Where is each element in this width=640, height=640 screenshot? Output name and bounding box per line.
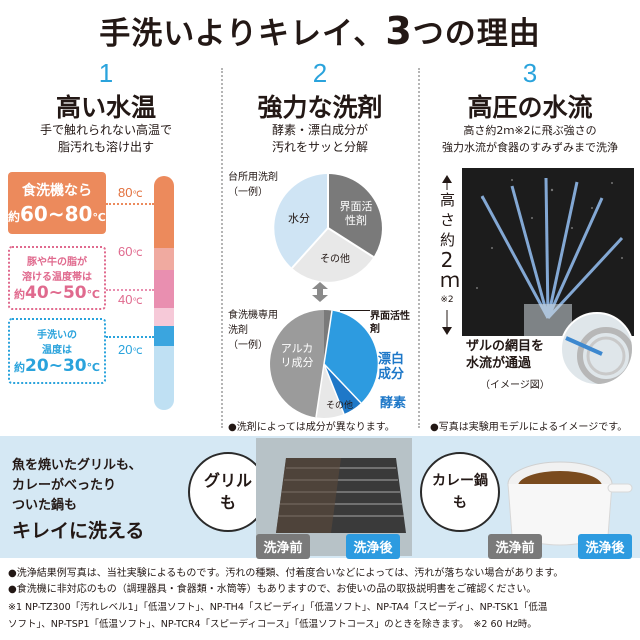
- footnote-3: ※1 NP-TZ300「汚れレベル1」「低温ソフト」、NP-TH4「スピーディ」…: [8, 602, 548, 613]
- water-jet-photo: [462, 168, 634, 336]
- result-text: 魚を焼いたグリルも、 カレーがべったり ついた鍋も: [12, 458, 142, 513]
- curry-after-tag: 洗浄後: [578, 534, 632, 559]
- reason-heading-3: 高圧の水流: [467, 93, 593, 122]
- reason-desc-3a: 高さ約2ｍ※2に飛ぶ強さの: [463, 124, 597, 137]
- pie2-slice-bleach: [324, 310, 378, 403]
- title-text-pre: 手洗いよりキレイ、: [99, 16, 386, 52]
- tick-40: 40℃: [118, 292, 143, 307]
- temp-bar-fat: [154, 270, 174, 308]
- detergent-note: ●洗剤によっては成分が異なります。: [228, 422, 395, 433]
- photo-note: ●写真は実験用モデルによるイメージです。: [430, 422, 628, 433]
- dish-pointer: [106, 203, 154, 205]
- pie2-slice-alkali: [270, 310, 324, 418]
- grill-circle: グリルも: [188, 452, 268, 532]
- reason-desc-2b: 汚れをサッと分解: [271, 140, 368, 154]
- fat-pointer: [106, 289, 154, 291]
- pie2-label-surfactant: 界面活性剤: [370, 311, 410, 335]
- curry-pot-photo: [490, 444, 636, 554]
- zaru-caption: ザルの網目を 水流が通過: [466, 339, 545, 371]
- pie1-label-surfactant: 界面活性剤: [339, 200, 373, 227]
- column-divider: [221, 68, 223, 428]
- temp-bar-mild: [154, 308, 174, 326]
- pie2-label-other: その他: [326, 401, 354, 411]
- column-divider: [418, 68, 420, 428]
- reason-number-2: 2: [312, 58, 328, 88]
- page-title: 手洗いよりキレイ、3つの理由: [0, 8, 640, 53]
- handwash-temp-box: 手洗いの 温度は 約20~30℃: [8, 318, 106, 384]
- temp-bar-hot: [154, 176, 174, 248]
- pie1-label-other: その他: [320, 254, 350, 265]
- grill-after-tag: 洗浄後: [346, 534, 400, 559]
- title-text-post: つの理由: [412, 16, 541, 52]
- pie1-label-water: 水分: [288, 212, 310, 225]
- reason-heading-1: 高い水温: [55, 93, 156, 122]
- footnote-1: ●洗浄結果例写真は、当社実験によるものです。汚れの種類、付着度合いなどによっては…: [8, 568, 564, 579]
- pie2-slice-other: [316, 364, 344, 418]
- temp-bar-warm: [154, 248, 174, 270]
- result-headline: キレイに洗える: [12, 520, 145, 542]
- tick-20: 20℃: [118, 342, 143, 357]
- reason-number-3: 3: [522, 58, 538, 88]
- reason-desc-3b: 強力水流が食器のすみずみまで洗浄: [442, 141, 618, 154]
- grill-before-tag: 洗浄前: [256, 534, 310, 559]
- pie1-label: 台所用洗剤 （一例）: [228, 172, 278, 198]
- tick-60: 60℃: [118, 244, 143, 259]
- fat-temp-box: 豚や牛の脂が 溶ける温度帯は 約40~50℃: [8, 246, 106, 310]
- height-label: 高さ約 2 ｍ ※2: [440, 190, 460, 310]
- dishwasher-temp-box: 食洗機なら 約60~80℃※1: [8, 172, 117, 234]
- pie2-leader-surfactant: [340, 310, 370, 311]
- curry-before-tag: 洗浄前: [488, 534, 542, 559]
- zaru-mesh-image: [560, 312, 634, 386]
- tick-80: 80℃: [118, 185, 143, 200]
- pie2-label-enzyme: 酵素: [380, 396, 407, 411]
- dishwasher-detergent-pie: [270, 310, 378, 418]
- pie2-slice-enzyme: [324, 364, 361, 414]
- pie2-label-bleach: 漂白成分: [378, 352, 405, 382]
- reason-desc-1b: 脂汚れも溶け出す: [57, 140, 154, 154]
- reason-desc-2a: 酵素・漂白成分が: [271, 123, 368, 137]
- reason-desc-1a: 手で触れられない高温で: [39, 123, 172, 137]
- hand-pointer: [106, 336, 154, 338]
- zaru-image-note: （イメージ図）: [480, 380, 550, 391]
- title-number: 3: [385, 9, 413, 53]
- pie2-label: 食洗機専用 洗剤 （一例）: [228, 310, 278, 351]
- temp-bar-hand: [154, 326, 174, 346]
- footnote-4: ソフト」、NP-TSP1「低温ソフト」、NP-TCR4「スピーディコース」「低温…: [8, 619, 537, 630]
- swap-arrow-icon: [312, 282, 328, 302]
- footnote-2: ●食洗機に非対応のもの（調理器具・食器類・水筒等）もありますので、お使いの品の取…: [8, 584, 537, 595]
- pie2-label-alkali: アルカリ成分: [280, 342, 314, 369]
- curry-pot-circle: カレー鍋も: [420, 452, 500, 532]
- temp-bar-cold: [154, 346, 174, 410]
- pie1-slice-water: [274, 174, 328, 268]
- reason-number-1: 1: [98, 58, 114, 88]
- reason-heading-2: 強力な洗剤: [257, 93, 383, 122]
- kitchen-detergent-pie: [274, 174, 382, 282]
- pie1-slice-other: [292, 228, 374, 282]
